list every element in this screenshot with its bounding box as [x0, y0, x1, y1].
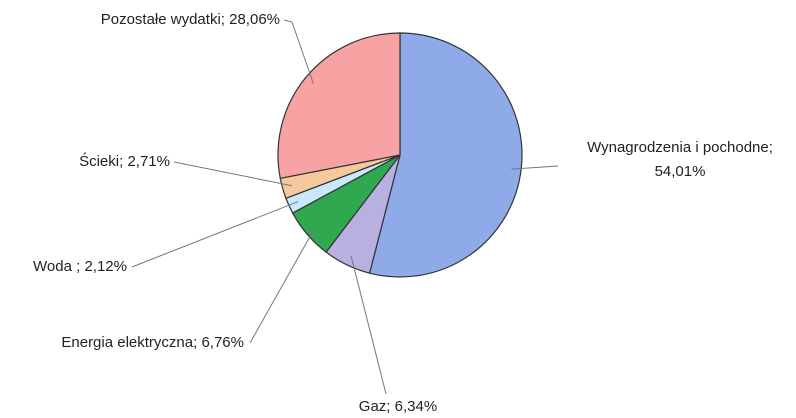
slice-label: Energia elektryczna; 6,76%	[61, 334, 244, 351]
slice-label: Pozostałe wydatki; 28,06%	[101, 11, 280, 28]
leader-line	[350, 255, 387, 395]
slice-label: Ścieki; 2,71%	[79, 152, 170, 170]
slice-value: 2,71%	[127, 153, 170, 170]
slice-label: Wynagrodzenia i pochodne;	[587, 139, 773, 156]
slice-value: 6,34%	[395, 398, 438, 415]
slice-label: Gaz; 6,34%	[359, 398, 437, 415]
slice-category: Woda ;	[33, 258, 80, 275]
slice-value: 28,06%	[229, 11, 280, 28]
slice-category: Energia elektryczna;	[61, 334, 197, 351]
slice-category: Ścieki;	[79, 152, 123, 170]
pie-slice	[277, 32, 401, 180]
leader-line	[131, 201, 299, 268]
slice-label: Woda ; 2,12%	[33, 258, 127, 275]
slice-value: 6,76%	[201, 334, 244, 351]
leader-line	[511, 165, 559, 170]
slice-category: Pozostałe wydatki;	[101, 11, 225, 28]
pie-slice	[368, 32, 523, 278]
slice-value: 54,01%	[655, 163, 706, 180]
leader-line	[249, 227, 316, 344]
leader-line	[283, 19, 314, 84]
leader-line	[173, 161, 293, 187]
slice-category: Gaz;	[359, 398, 391, 415]
slice-value: 2,12%	[84, 258, 127, 275]
